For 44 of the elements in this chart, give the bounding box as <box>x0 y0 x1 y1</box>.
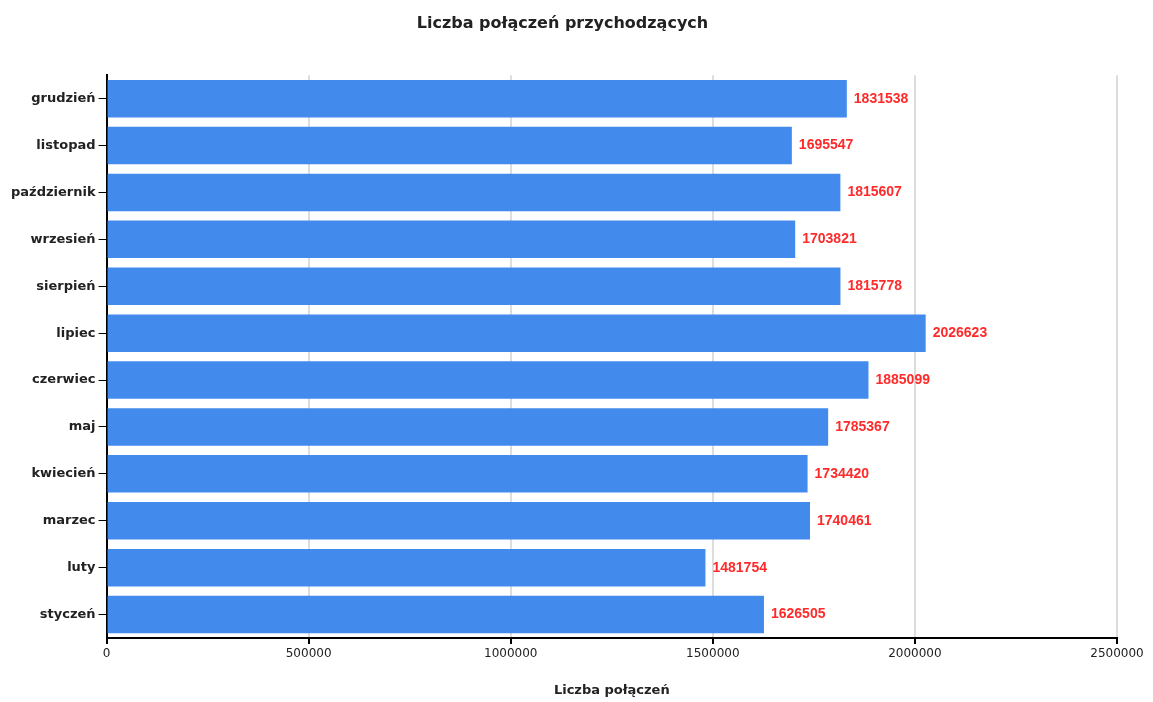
bar <box>107 408 829 446</box>
x-tick-label: 500000 <box>285 646 332 661</box>
data-label: 1815607 <box>847 183 903 200</box>
data-label: 1831538 <box>853 89 909 106</box>
x-tick-label: 1500000 <box>686 646 740 661</box>
y-tick-label: grudzień <box>31 90 96 106</box>
data-label: 1695547 <box>798 136 854 153</box>
bar <box>107 173 841 212</box>
y-tick-label: listopad <box>36 136 96 152</box>
x-tick-label: 2000000 <box>888 646 942 661</box>
bar <box>107 361 869 399</box>
x-tick-label: 1000000 <box>484 646 538 661</box>
y-tick-label: marzec <box>42 512 96 528</box>
bar <box>107 126 792 165</box>
data-label: 1481754 <box>712 558 768 575</box>
bar <box>107 79 847 118</box>
chart-title: Liczba połączeń przychodzących <box>416 12 709 32</box>
bar <box>107 595 764 634</box>
y-tick-label: kwiecień <box>31 465 96 481</box>
x-tick-label: 0 <box>102 646 111 661</box>
y-tick-label: wrzesień <box>30 230 96 246</box>
data-label: 1740461 <box>817 511 872 528</box>
bar <box>107 314 926 352</box>
y-tick-label: październik <box>10 183 96 199</box>
x-tick-label: 2500000 <box>1090 646 1144 661</box>
y-tick-label: maj <box>68 418 96 434</box>
data-label: 1885099 <box>875 370 931 387</box>
bar <box>107 267 841 306</box>
data-label: 1703821 <box>802 230 857 247</box>
y-tick-label: lipiec <box>56 324 96 340</box>
data-label: 2026623 <box>932 324 988 341</box>
bar <box>107 548 706 587</box>
y-tick-label: sierpień <box>36 277 96 293</box>
bar <box>107 455 808 493</box>
y-tick-label: czerwiec <box>32 371 96 387</box>
y-tick-label: luty <box>67 559 97 575</box>
data-label: 1626505 <box>770 605 826 622</box>
bar <box>107 501 811 540</box>
bar <box>107 220 796 259</box>
data-label: 1815778 <box>847 277 903 294</box>
x-axis-title: Liczba połączeń <box>553 681 670 697</box>
y-tick-label: styczeń <box>39 605 96 621</box>
data-label: 1734420 <box>814 464 870 481</box>
data-label: 1785367 <box>835 417 890 434</box>
